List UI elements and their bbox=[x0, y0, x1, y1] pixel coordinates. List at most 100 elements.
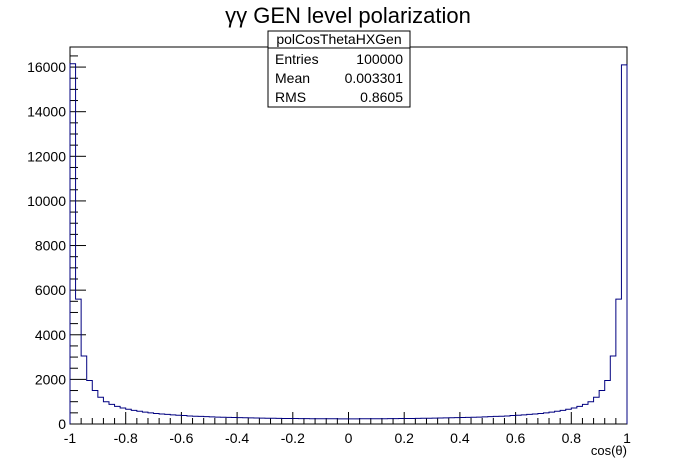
histogram-bin bbox=[510, 416, 516, 424]
histogram-line bbox=[69, 63, 628, 424]
stats-mean-label: Mean bbox=[275, 70, 310, 86]
histogram-bin bbox=[103, 402, 109, 424]
histogram-bin bbox=[131, 410, 137, 424]
histogram-bin bbox=[454, 418, 460, 424]
y-axis: 0 2000 4000 6000 8000 10000 12000 14000 16000 bbox=[27, 55, 86, 432]
histogram-bin bbox=[404, 419, 410, 424]
y-tick-label: 12000 bbox=[27, 148, 66, 164]
y-tick-label: 10000 bbox=[27, 193, 66, 209]
x-tick-label: 0.6 bbox=[506, 430, 526, 446]
stats-box: polCosThetaHXGen Entries 100000 Mean 0.0… bbox=[267, 30, 411, 108]
x-tick-label: 1 bbox=[623, 430, 631, 446]
histogram-bin bbox=[220, 417, 226, 424]
histogram-bins bbox=[70, 64, 627, 424]
histogram-bin bbox=[181, 416, 187, 424]
histogram-bin bbox=[120, 408, 126, 424]
histogram-bin bbox=[204, 417, 210, 424]
histogram-bin bbox=[326, 419, 332, 424]
histogram-bin bbox=[209, 417, 215, 424]
histogram-bin bbox=[460, 418, 466, 424]
x-axis-title: cos(θ) bbox=[591, 443, 627, 458]
histogram-bin bbox=[594, 397, 600, 424]
histogram-bin bbox=[571, 408, 577, 424]
histogram-bin bbox=[282, 418, 288, 424]
histogram-bin bbox=[488, 417, 494, 424]
histogram-bin bbox=[532, 414, 538, 424]
histogram-bin bbox=[271, 418, 277, 424]
histogram-bin bbox=[560, 410, 566, 424]
stats-entries-value: 100000 bbox=[356, 51, 403, 67]
histogram-bin bbox=[92, 391, 98, 424]
chart-title: γγ GEN level polarization bbox=[225, 3, 471, 28]
histogram-bin bbox=[126, 409, 132, 424]
histogram-bin bbox=[237, 418, 243, 424]
x-tick-label: 0.2 bbox=[394, 430, 414, 446]
histogram-bin bbox=[332, 419, 338, 424]
histogram-bin bbox=[410, 418, 416, 424]
histogram-bin bbox=[142, 412, 148, 424]
stats-mean-value: 0.003301 bbox=[345, 70, 404, 86]
histogram-bin bbox=[438, 418, 444, 424]
histogram-bin bbox=[360, 419, 366, 424]
histogram-bin bbox=[415, 418, 421, 424]
histogram-bin bbox=[516, 415, 522, 424]
histogram-bin bbox=[493, 416, 499, 424]
histogram-bin bbox=[577, 406, 583, 424]
histogram-bin bbox=[582, 404, 588, 424]
histogram-bin bbox=[115, 406, 121, 424]
histogram-bin bbox=[159, 414, 165, 424]
y-tick-label: 8000 bbox=[35, 238, 66, 254]
histogram-bin bbox=[371, 419, 377, 424]
histogram-bin bbox=[605, 381, 611, 425]
x-tick-label: -0.4 bbox=[225, 430, 249, 446]
histogram-bin bbox=[98, 397, 104, 424]
histogram-bin bbox=[154, 414, 160, 424]
histogram-bin bbox=[555, 411, 561, 424]
histogram-bin bbox=[421, 418, 427, 424]
histogram-bin bbox=[354, 419, 360, 424]
histogram-bin bbox=[232, 418, 238, 424]
histogram-bin bbox=[254, 418, 260, 424]
histogram-bin bbox=[549, 412, 555, 424]
histogram-bin bbox=[504, 416, 510, 424]
histogram-bin bbox=[81, 356, 87, 424]
histogram-bin bbox=[621, 65, 627, 424]
histogram-bin bbox=[499, 416, 505, 424]
histogram-bin bbox=[315, 419, 321, 424]
histogram-bin bbox=[226, 417, 232, 424]
stats-rms-label: RMS bbox=[275, 89, 306, 105]
x-tick-label: 0.8 bbox=[562, 430, 582, 446]
histogram-bin bbox=[382, 419, 388, 424]
histogram-bin bbox=[165, 414, 171, 424]
histogram-bin bbox=[426, 418, 432, 424]
histogram-bin bbox=[527, 414, 533, 424]
stats-box-name: polCosThetaHXGen bbox=[276, 31, 401, 47]
histogram-bin bbox=[443, 418, 449, 424]
histogram-bin bbox=[176, 415, 182, 424]
histogram-bin bbox=[393, 419, 399, 424]
histogram-bin bbox=[109, 404, 115, 424]
histogram-bin bbox=[198, 416, 204, 424]
histogram-bin bbox=[449, 418, 455, 424]
histogram-bin bbox=[148, 413, 154, 424]
histogram-bin bbox=[376, 419, 382, 424]
histogram-bin bbox=[349, 419, 355, 424]
x-tick-label: 0.4 bbox=[450, 430, 470, 446]
histogram-bin bbox=[482, 417, 488, 424]
x-tick-label: 0 bbox=[345, 430, 353, 446]
histogram-bin bbox=[265, 418, 271, 424]
histogram-bin bbox=[243, 418, 249, 424]
histogram-bin bbox=[365, 419, 371, 424]
histogram-bin bbox=[399, 419, 405, 424]
histogram-bin bbox=[287, 419, 293, 424]
histogram-bin bbox=[137, 411, 143, 424]
y-tick-label: 0 bbox=[58, 416, 66, 432]
stats-box-frame bbox=[267, 30, 411, 108]
histogram-bin bbox=[304, 419, 310, 424]
y-tick-label: 16000 bbox=[27, 59, 66, 75]
histogram-bin bbox=[70, 64, 76, 424]
histogram-bin bbox=[566, 409, 572, 424]
histogram-bin bbox=[310, 419, 316, 424]
histogram-bin bbox=[187, 416, 193, 424]
y-tick-label: 4000 bbox=[35, 327, 66, 343]
